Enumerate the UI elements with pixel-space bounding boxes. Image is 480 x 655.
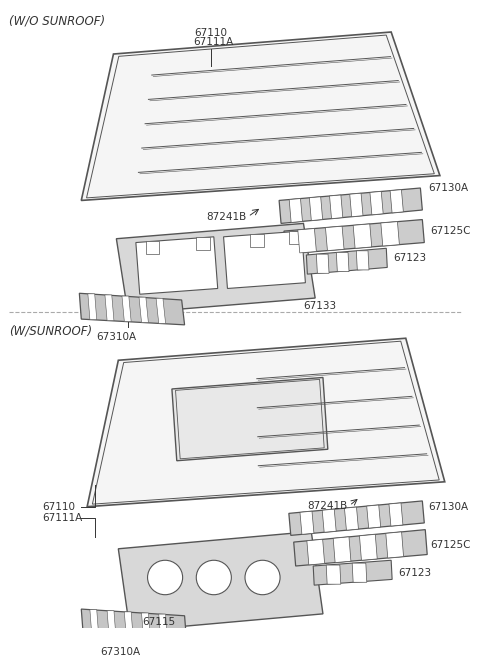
Text: 67123: 67123 — [398, 568, 431, 578]
Polygon shape — [289, 231, 302, 244]
Circle shape — [147, 560, 182, 595]
Polygon shape — [333, 537, 351, 563]
Polygon shape — [145, 240, 159, 254]
Polygon shape — [139, 297, 148, 322]
Polygon shape — [350, 193, 363, 217]
Polygon shape — [370, 191, 383, 215]
Polygon shape — [310, 196, 323, 221]
Circle shape — [196, 560, 231, 595]
Polygon shape — [353, 224, 372, 248]
Polygon shape — [88, 294, 96, 320]
Polygon shape — [336, 252, 349, 272]
Text: 87241B: 87241B — [207, 212, 247, 221]
Polygon shape — [330, 195, 343, 219]
Polygon shape — [172, 377, 328, 460]
Polygon shape — [90, 610, 99, 635]
Text: 67310A: 67310A — [96, 331, 136, 341]
Text: 67123: 67123 — [393, 253, 426, 263]
Polygon shape — [196, 237, 210, 250]
Polygon shape — [390, 190, 403, 213]
Polygon shape — [360, 534, 377, 560]
Polygon shape — [356, 251, 369, 270]
Text: 67125C: 67125C — [430, 540, 470, 550]
Polygon shape — [81, 609, 187, 641]
Text: 67125C: 67125C — [430, 226, 470, 236]
Text: 67130A: 67130A — [428, 502, 468, 512]
Polygon shape — [381, 221, 399, 246]
Polygon shape — [107, 610, 116, 637]
Polygon shape — [322, 509, 336, 533]
Polygon shape — [298, 229, 316, 253]
Text: 67111A: 67111A — [194, 37, 234, 47]
Polygon shape — [289, 198, 302, 223]
Polygon shape — [224, 231, 305, 288]
Polygon shape — [86, 35, 434, 198]
Text: 67310A: 67310A — [100, 647, 140, 655]
Polygon shape — [92, 341, 439, 504]
Polygon shape — [367, 505, 381, 528]
Polygon shape — [389, 503, 403, 526]
Text: 67111A: 67111A — [42, 513, 83, 523]
Polygon shape — [313, 560, 392, 585]
Text: 67133: 67133 — [303, 301, 336, 310]
Polygon shape — [345, 507, 359, 530]
Polygon shape — [122, 296, 131, 322]
Polygon shape — [159, 614, 168, 639]
Text: 87241B: 87241B — [307, 500, 348, 511]
Polygon shape — [325, 226, 344, 251]
Text: 67130A: 67130A — [428, 183, 468, 193]
Circle shape — [245, 560, 280, 595]
Text: (W/O SUNROOF): (W/O SUNROOF) — [9, 15, 105, 28]
Polygon shape — [156, 298, 166, 324]
Text: 67110: 67110 — [42, 502, 75, 512]
Text: 67115: 67115 — [143, 616, 176, 627]
Polygon shape — [250, 234, 264, 248]
Polygon shape — [118, 532, 323, 631]
Polygon shape — [306, 248, 387, 274]
Text: 67110: 67110 — [194, 28, 228, 38]
Polygon shape — [81, 32, 440, 200]
Polygon shape — [300, 511, 314, 534]
Polygon shape — [79, 293, 185, 325]
Polygon shape — [176, 379, 324, 458]
Text: (W/SUNROOF): (W/SUNROOF) — [9, 325, 92, 338]
Polygon shape — [352, 563, 367, 582]
Polygon shape — [294, 530, 427, 566]
Polygon shape — [279, 188, 422, 223]
Polygon shape — [105, 295, 114, 320]
Polygon shape — [316, 254, 329, 273]
Polygon shape — [307, 539, 324, 565]
Polygon shape — [326, 565, 341, 584]
Polygon shape — [87, 338, 445, 507]
Polygon shape — [386, 532, 404, 558]
Polygon shape — [142, 613, 150, 638]
Polygon shape — [124, 612, 133, 637]
Polygon shape — [116, 223, 315, 313]
Polygon shape — [289, 501, 424, 535]
Polygon shape — [136, 237, 218, 294]
Polygon shape — [284, 219, 424, 254]
